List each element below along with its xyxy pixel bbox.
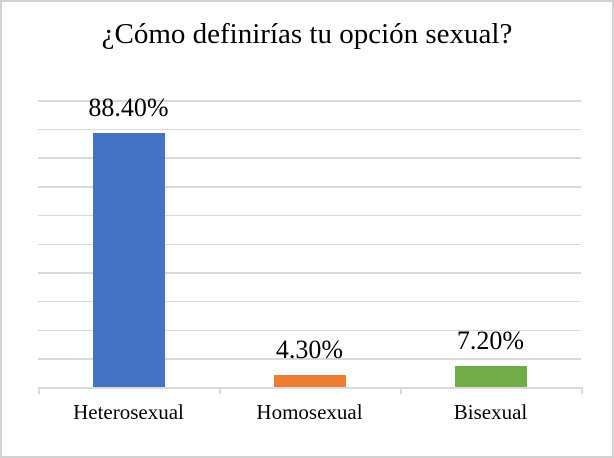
x-axis-tick	[219, 387, 221, 394]
bar-bisexual	[454, 366, 527, 387]
gridline-30-percent	[38, 300, 581, 303]
data-label-bisexual: 7.20%	[456, 326, 525, 356]
chart-title: ¿Cómo definirías tu opción sexual?	[101, 18, 513, 50]
gridline-60-percent	[38, 214, 581, 217]
x-axis-tick	[400, 387, 402, 394]
gridline-50-percent	[38, 243, 581, 245]
gridline-40-percent	[38, 272, 581, 274]
gridline-80-percent	[38, 157, 581, 159]
x-axis-tick	[38, 387, 40, 394]
gridline-20-percent	[38, 329, 581, 332]
bar-homosexual	[273, 374, 346, 387]
data-label-heterosexual: 88.40%	[88, 93, 169, 123]
gridline-100-percent	[38, 100, 581, 102]
category-label-bisexual: Bisexual	[453, 400, 528, 424]
bar-heterosexual	[92, 133, 165, 387]
category-label-homosexual: Homosexual	[256, 400, 363, 424]
gridline-90-percent	[38, 128, 581, 131]
data-label-homosexual: 4.30%	[275, 334, 344, 364]
gridline-70-percent	[38, 186, 581, 188]
x-axis-line	[38, 387, 583, 389]
x-axis-tick	[581, 387, 583, 394]
gridline-10-percent	[38, 358, 581, 360]
category-label-heterosexual: Heterosexual	[73, 400, 184, 424]
